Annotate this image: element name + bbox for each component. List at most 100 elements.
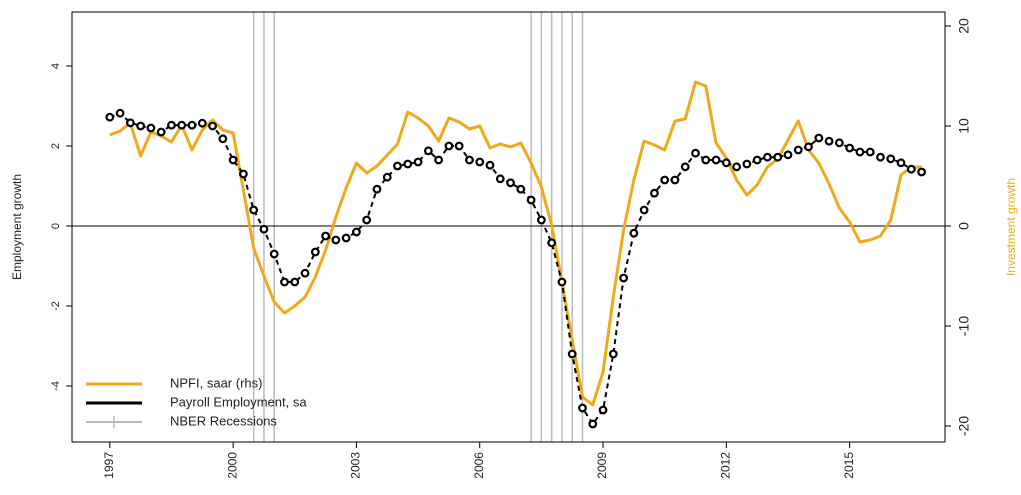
series-marker: [423, 146, 433, 156]
series-marker: [824, 136, 834, 146]
series-marker: [598, 405, 608, 415]
x-tick-label: 2015: [842, 452, 856, 479]
series-marker: [629, 228, 639, 238]
series-marker: [300, 268, 310, 278]
series-marker: [721, 158, 731, 168]
series-marker: [269, 249, 279, 259]
x-tick-label: 2003: [349, 452, 363, 479]
series-marker: [650, 188, 659, 198]
series-marker: [146, 123, 156, 133]
y2-tick-label: 10: [956, 118, 972, 134]
y-tick-label: 0: [50, 223, 62, 229]
y2-axis-label: Investment growth: [1004, 178, 1018, 276]
series-marker: [608, 349, 618, 359]
series-marker: [506, 178, 515, 188]
series-marker: [403, 159, 413, 169]
series-marker: [228, 155, 238, 165]
series-marker: [125, 118, 135, 128]
series-marker: [855, 147, 865, 157]
series-marker: [434, 155, 444, 165]
series-marker: [845, 143, 855, 153]
series-marker: [814, 133, 824, 143]
series-marker: [516, 184, 526, 194]
series-marker: [485, 160, 495, 170]
series-marker: [177, 120, 187, 130]
legend-label: NBER Recessions: [170, 413, 277, 428]
series-marker: [639, 205, 649, 215]
series-marker: [865, 147, 875, 157]
series-marker: [906, 164, 916, 174]
series-marker: [382, 172, 392, 182]
series-marker: [413, 157, 423, 167]
series-marker: [115, 108, 125, 118]
series-marker: [465, 155, 474, 165]
series-marker: [105, 112, 115, 122]
series-marker: [352, 227, 361, 237]
series-marker: [197, 118, 207, 128]
series-marker: [660, 175, 670, 185]
series-marker: [834, 138, 844, 148]
series-marker: [526, 195, 536, 205]
series-marker: [454, 141, 464, 151]
x-tick-label: 2006: [472, 452, 486, 479]
series-marker: [804, 142, 813, 152]
series-marker: [362, 215, 372, 225]
x-tick-label: 2012: [719, 452, 733, 479]
series-marker: [310, 247, 320, 257]
series-marker: [691, 148, 700, 158]
series-marker: [187, 120, 197, 130]
series-marker: [136, 121, 146, 131]
series-marker: [341, 233, 351, 243]
series-marker: [670, 175, 680, 185]
series-marker: [619, 273, 628, 283]
y-tick-label: -2: [50, 301, 62, 311]
y-axis-label: Employment growth: [10, 174, 24, 280]
series-marker: [156, 127, 166, 137]
series-marker: [280, 277, 289, 287]
series-marker: [680, 162, 690, 172]
legend-label: Payroll Employment, sa: [170, 394, 307, 409]
series-marker: [208, 121, 217, 131]
y2-tick-label: -10: [956, 316, 972, 336]
series-marker: [763, 152, 772, 162]
series-marker: [259, 224, 269, 234]
series-marker: [588, 419, 598, 429]
series-line: [109, 112, 922, 425]
series-marker: [742, 159, 752, 169]
series-marker: [372, 184, 382, 194]
x-tick-label: 2000: [225, 452, 239, 479]
series-marker: [578, 403, 587, 413]
series-marker: [896, 158, 906, 168]
series-marker: [249, 205, 259, 215]
series-marker: [536, 215, 546, 225]
series-marker: [886, 154, 896, 164]
y2-tick-label: -20: [956, 416, 972, 436]
series-marker: [793, 145, 803, 155]
series-marker: [547, 238, 557, 248]
series-marker: [701, 155, 711, 165]
series-marker: [876, 152, 885, 162]
legend-label: NPFI, saar (rhs): [170, 375, 262, 390]
series-marker: [732, 162, 742, 172]
x-tick-label: 2009: [595, 452, 609, 479]
series-marker: [752, 155, 762, 165]
series-marker: [567, 349, 577, 359]
series-marker: [711, 155, 721, 165]
series-marker: [290, 277, 300, 287]
series-marker: [331, 235, 341, 245]
series-marker: [475, 157, 485, 167]
x-tick-label: 1997: [102, 452, 116, 479]
y2-tick-label: 0: [956, 222, 972, 230]
series-line: [109, 80, 922, 407]
y2-tick-label: 20: [956, 18, 972, 34]
series-marker: [557, 277, 567, 287]
series-marker: [444, 141, 454, 151]
y-tick-label: 2: [50, 143, 62, 149]
plot-frame: [71, 11, 946, 443]
series-marker: [773, 152, 783, 162]
y-tick-label: 4: [50, 63, 62, 69]
series-marker: [495, 174, 505, 184]
series-marker: [218, 134, 228, 144]
y-tick-label: -4: [50, 381, 62, 391]
